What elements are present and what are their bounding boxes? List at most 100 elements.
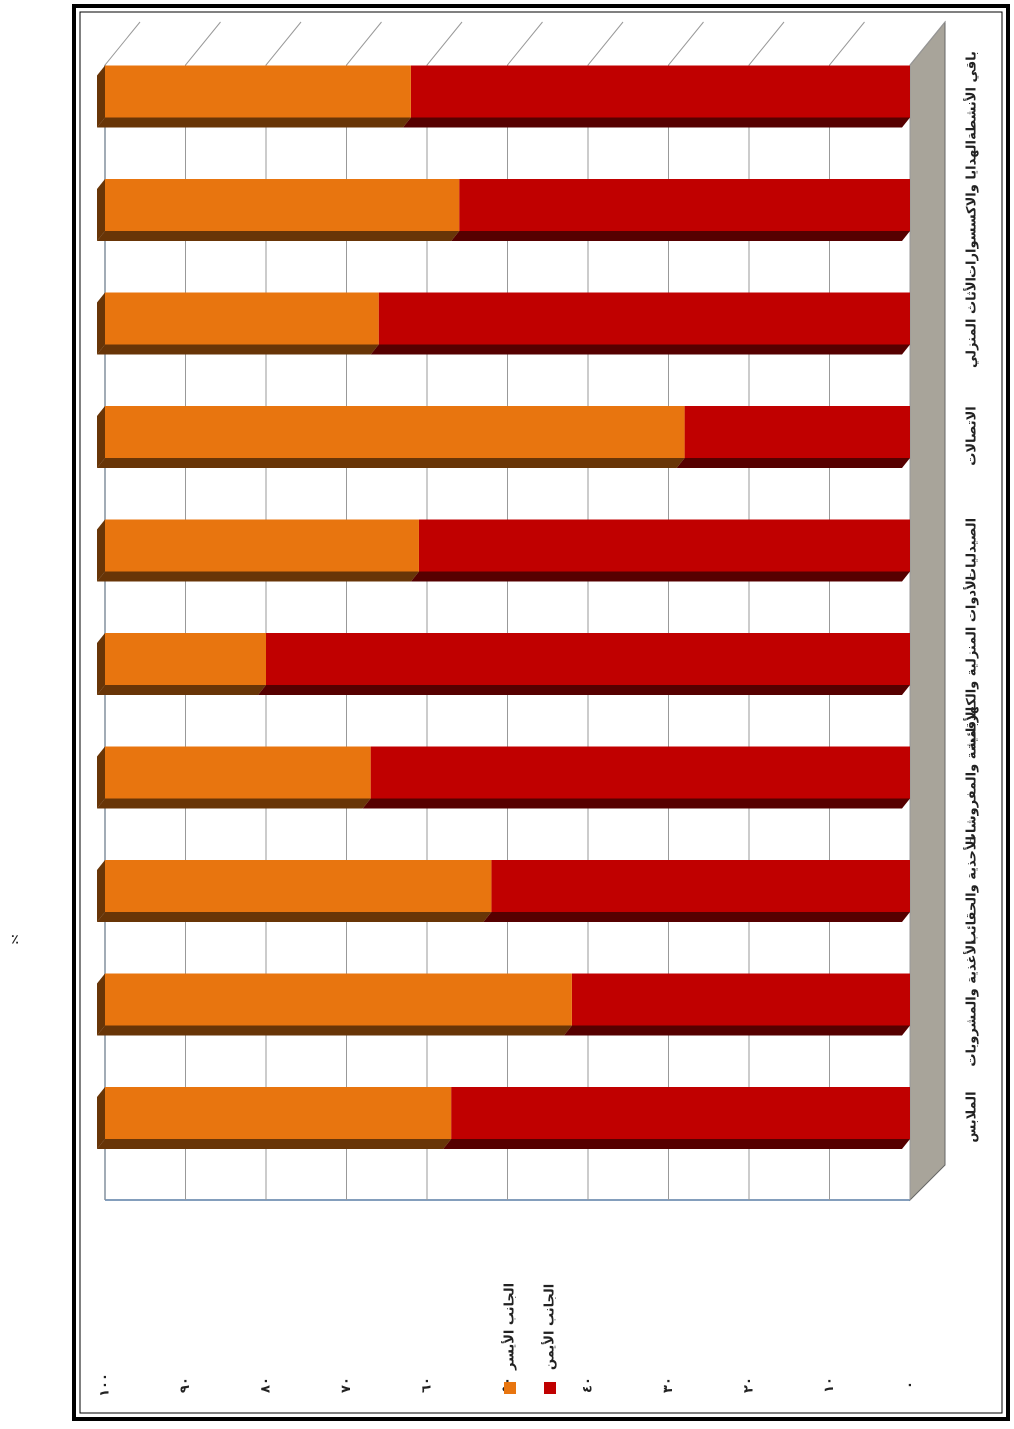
bar	[97, 519, 419, 582]
y-tick-label: ٧٠	[339, 1377, 354, 1393]
bar-front	[370, 746, 910, 799]
x-tick-label: الأحذية والحقائب	[963, 836, 980, 944]
bar	[97, 1087, 452, 1149]
x-tick-label: الأغذية والمشروبات	[963, 940, 980, 1066]
y-tick-label: ٦٠	[420, 1377, 435, 1393]
grid-line	[668, 21, 704, 1200]
bar-front	[105, 65, 411, 118]
legend-label: الجانب الأيمن	[541, 1284, 558, 1370]
bar	[258, 633, 910, 695]
bar-front	[451, 1087, 910, 1139]
grid-line	[426, 21, 463, 1200]
bar-end	[97, 65, 105, 128]
bar	[563, 973, 910, 1036]
grid-line	[346, 21, 382, 1200]
side-wall	[909, 20, 946, 1202]
bar-front	[105, 406, 685, 458]
bar	[410, 519, 910, 582]
bar-face	[563, 1025, 910, 1036]
bar	[97, 65, 411, 128]
bar-front	[105, 860, 492, 912]
bar-end	[97, 860, 105, 922]
bar-front	[378, 292, 910, 345]
bar-face	[97, 798, 371, 809]
bar-face	[402, 117, 910, 128]
bar	[451, 179, 910, 241]
bar-face	[370, 344, 910, 355]
x-tick-label: الأقمشة والمفروشات	[963, 707, 980, 846]
bar-face	[362, 798, 910, 809]
bar-front	[491, 860, 910, 912]
bar	[443, 1087, 910, 1149]
bar-face	[97, 571, 419, 582]
bar	[97, 973, 572, 1036]
x-tick-label: الصيدليات	[965, 518, 980, 581]
bar	[370, 292, 910, 355]
grid-line	[909, 21, 946, 1200]
bar-face	[676, 458, 910, 468]
bar-face	[258, 685, 910, 695]
bar	[97, 179, 460, 241]
y-tick-label: ٨٠	[259, 1377, 274, 1393]
bar-front	[266, 633, 910, 685]
bar	[97, 746, 371, 809]
bar-front	[105, 633, 266, 685]
bar	[97, 292, 379, 355]
bar-face	[483, 912, 910, 922]
inner-frame	[79, 11, 1003, 1414]
x-tick-label: الاتصالات	[965, 406, 980, 465]
annotation: ٪	[11, 933, 19, 948]
bar-front	[571, 973, 910, 1026]
y-tick-label: ٣٠	[661, 1377, 676, 1393]
bar-front	[105, 973, 572, 1026]
bar-face	[97, 1025, 572, 1036]
legend-swatch	[544, 1382, 556, 1394]
bar	[97, 860, 492, 922]
grid-line	[748, 21, 785, 1200]
bar-end	[97, 179, 105, 241]
y-tick-label: ١٠	[822, 1377, 837, 1393]
bar-front	[105, 746, 371, 799]
bar	[97, 633, 266, 695]
bar-end	[97, 519, 105, 582]
frame	[72, 4, 1010, 1421]
bar-front	[418, 519, 910, 572]
bar-front	[105, 1087, 452, 1139]
legend-swatch	[504, 1382, 516, 1394]
x-tick-label: باقي الأنشطة	[963, 51, 980, 140]
bar-end	[97, 633, 105, 695]
grid-line	[265, 21, 302, 1200]
grid-line	[185, 21, 221, 1200]
bar-face	[97, 231, 460, 241]
y-tick-label: ٢٠	[742, 1377, 757, 1393]
grid-line	[829, 21, 865, 1200]
bar-face	[97, 344, 379, 355]
grid-line	[104, 21, 141, 1200]
y-tick-label: ٠	[903, 1381, 918, 1389]
bar-front	[105, 292, 379, 345]
y-tick-label: ١٠٠	[98, 1373, 113, 1397]
bar-face	[97, 1139, 452, 1149]
x-tick-label: الأثاث المنزلي	[963, 277, 980, 368]
y-tick-label: ٩٠	[178, 1377, 193, 1393]
bar-front	[459, 179, 910, 231]
x-tick-label: الأدوات المنزلية والكهربائية	[963, 576, 980, 750]
bar-front	[105, 179, 460, 231]
bar-end	[97, 973, 105, 1036]
bar-face	[97, 117, 411, 128]
bar-face	[97, 458, 685, 468]
bar-end	[97, 406, 105, 468]
bar-end	[97, 746, 105, 809]
x-tick-label: الملابس	[965, 1091, 980, 1142]
bar-face	[451, 231, 910, 241]
bar-front	[410, 65, 910, 118]
y-tick-label: ٤٠	[581, 1377, 596, 1393]
bar	[97, 406, 685, 468]
bar-face	[443, 1139, 910, 1149]
bar-face	[97, 685, 266, 695]
bar-face	[410, 571, 910, 582]
legend-label: الجانب الأيسر	[501, 1283, 518, 1371]
bar	[402, 65, 910, 128]
x-tick-label: الهدايا والاكسسوارات	[965, 140, 980, 278]
